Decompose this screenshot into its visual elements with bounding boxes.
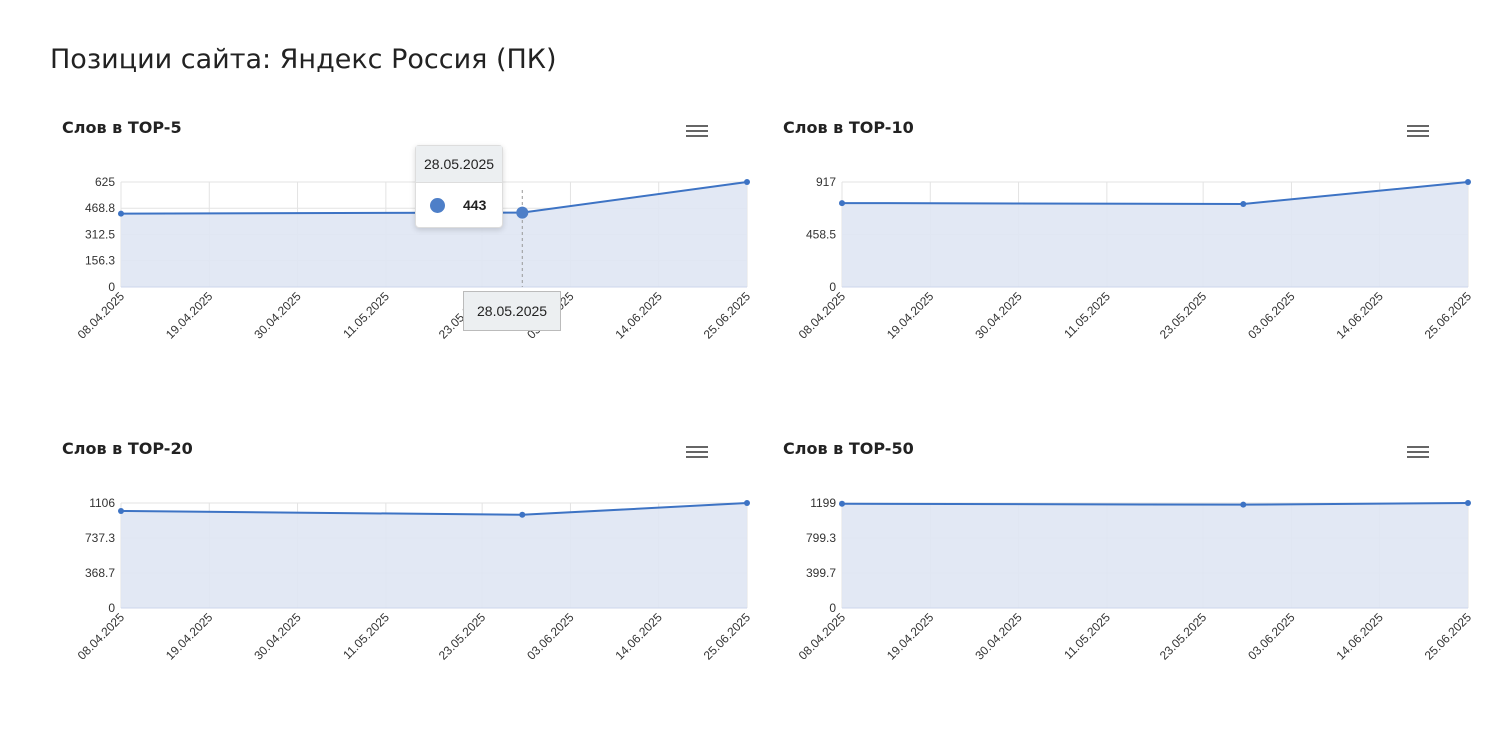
y-tick-label: 312.5 (85, 228, 115, 242)
page-title: Позиции сайта: Яндекс Россия (ПК) (50, 44, 557, 75)
y-tick-label: 156.3 (85, 254, 115, 268)
menu-icon[interactable] (1407, 122, 1429, 140)
y-tick-label: 1199 (810, 496, 836, 510)
x-tick-label: 25.06.2025 (701, 610, 754, 663)
x-tick-label: 23.05.2025 (1157, 289, 1210, 342)
area-fill (842, 503, 1468, 608)
chart-svg: 0 156.3 312.5 468.8 625 08.04.2025 19.04.2025 3… (75, 175, 754, 342)
x-tick-label: 08.04.2025 (796, 610, 849, 663)
x-tick-label: 08.04.2025 (75, 610, 128, 663)
data-point (1240, 501, 1247, 508)
y-tick-label: 737.3 (85, 531, 115, 545)
chart-title: Слов в TOP-20 (62, 439, 193, 458)
area-fill (842, 182, 1468, 287)
x-tick-label: 11.05.2025 (340, 610, 392, 662)
x-tick-label: 19.04.2025 (884, 289, 937, 342)
x-tick-label: 08.04.2025 (75, 289, 128, 342)
x-tick-label: 03.06.2025 (1245, 610, 1298, 663)
x-tick-label: 11.05.2025 (1061, 610, 1113, 662)
x-tick-label: 14.06.2025 (612, 289, 665, 342)
data-point (118, 507, 124, 514)
x-tick-label: 30.04.2025 (972, 610, 1025, 663)
x-tick-label: 03.06.2025 (524, 610, 577, 663)
x-tick-label: 19.04.2025 (163, 610, 216, 663)
chart-title: Слов в TOP-5 (62, 118, 182, 137)
data-point (118, 210, 124, 217)
x-tick-label: 11.05.2025 (1061, 289, 1113, 341)
y-tick-label: 468.8 (85, 201, 115, 215)
chart-title: Слов в TOP-50 (783, 439, 914, 458)
data-point (1465, 179, 1471, 185)
data-point (839, 500, 845, 507)
chart-top10: Слов в TOP-10 0 458.5 917 08.04.2025 19.04.2… (761, 110, 1491, 410)
y-tick-label: 799.3 (806, 531, 836, 545)
menu-icon[interactable] (686, 122, 708, 140)
area-fill (121, 182, 747, 287)
x-tick-label: 19.04.2025 (884, 610, 937, 663)
data-point (744, 179, 750, 185)
x-tick-label: 30.04.2025 (972, 289, 1025, 342)
x-tick-label: 14.06.2025 (612, 610, 665, 663)
y-tick-label: 0 (829, 280, 836, 294)
y-tick-label: 625 (95, 175, 115, 189)
y-tick-label: 0 (829, 601, 836, 615)
x-tick-label: 25.06.2025 (701, 289, 754, 342)
chart-title: Слов в TOP-10 (783, 118, 914, 137)
x-tick-label: 30.04.2025 (251, 289, 304, 342)
area-fill (121, 503, 747, 608)
chart-svg: 0 368.7 737.3 1106 08.04.2025 19.04.2025 30.04… (75, 496, 754, 663)
x-tick-label: 23.05.2025 (1157, 610, 1210, 663)
series-dot-icon (430, 197, 445, 213)
y-tick-label: 0 (108, 280, 115, 294)
x-tick-label: 25.06.2025 (1422, 610, 1475, 663)
x-tick-label: 23.05.2025 (436, 610, 489, 663)
y-tick-label: 0 (108, 601, 115, 615)
data-point (1465, 500, 1471, 506)
chart-svg: 0 458.5 917 08.04.2025 19.04.2025 30.04.2025 1… (796, 175, 1475, 342)
x-tick-label: 08.04.2025 (796, 289, 849, 342)
x-tick-label: 30.04.2025 (251, 610, 304, 663)
menu-icon[interactable] (1407, 443, 1429, 461)
data-point (1240, 200, 1247, 207)
menu-icon[interactable] (686, 443, 708, 461)
chart-top50: Слов в TOP-50 0 399.7 799.3 1199 08.04.2025 1… (761, 431, 1491, 731)
x-tick-label: 14.06.2025 (1333, 610, 1386, 663)
tooltip-date: 28.05.2025 (416, 146, 503, 183)
x-tick-label: 14.06.2025 (1333, 289, 1386, 342)
chart-top20: Слов в TOP-20 0 368.7 737.3 1106 08.04.2025 1… (40, 431, 770, 731)
crosshair-x-label: 28.05.2025 (463, 291, 562, 331)
y-tick-label: 458.5 (806, 228, 836, 242)
x-tick-label: 03.06.2025 (1245, 289, 1298, 342)
x-tick-label: 11.05.2025 (340, 289, 392, 341)
y-tick-label: 368.7 (85, 566, 115, 580)
data-point (516, 206, 529, 219)
y-tick-label: 399.7 (806, 566, 836, 580)
y-tick-label: 1106 (89, 496, 115, 510)
chart-top5: Слов в TOP-5 0 156.3 312.5 468.8 625 08.04.20… (40, 110, 770, 410)
x-tick-label: 25.06.2025 (1422, 289, 1475, 342)
x-tick-label: 19.04.2025 (163, 289, 216, 342)
chart-svg: 0 399.7 799.3 1199 08.04.2025 19.04.2025 30.04… (796, 496, 1475, 663)
data-point (744, 500, 750, 506)
tooltip-value: 443 (463, 197, 487, 213)
data-point (839, 200, 845, 207)
data-point (519, 511, 526, 518)
y-tick-label: 917 (816, 175, 836, 189)
tooltip: 28.05.2025 443 (415, 145, 504, 228)
